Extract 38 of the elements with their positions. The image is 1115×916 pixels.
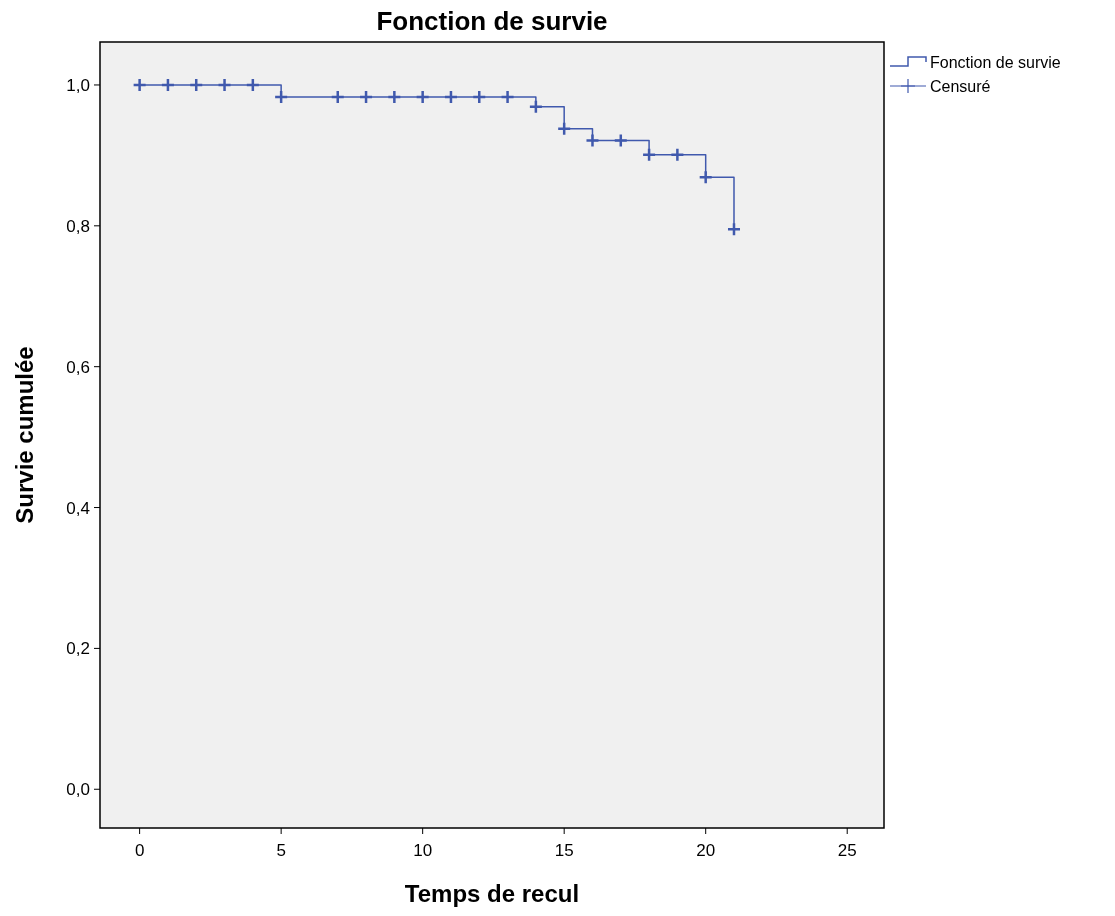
point — [245, 77, 261, 93]
point — [556, 121, 572, 136]
x-tick-label: 20 — [696, 841, 716, 860]
point — [358, 89, 374, 105]
point — [387, 89, 402, 105]
y-tick-label: 0,2 — [66, 639, 90, 659]
point — [500, 89, 515, 105]
legend-label: Fonction de survie — [930, 54, 1061, 71]
point — [217, 77, 232, 93]
point — [330, 89, 345, 105]
point — [726, 222, 742, 237]
x-tick-label: 10 — [413, 841, 433, 860]
point — [613, 133, 629, 148]
point — [472, 89, 487, 105]
point — [670, 147, 685, 162]
y-tick-label: 0,8 — [66, 216, 90, 236]
legend-label: Censuré — [930, 78, 991, 95]
point — [585, 133, 600, 148]
y-axis-title: Survie cumulée — [11, 346, 38, 524]
point — [698, 169, 713, 185]
y-tick-label: 0,0 — [66, 780, 90, 800]
point — [415, 89, 430, 105]
point — [188, 77, 204, 93]
x-tick-label: 15 — [554, 841, 574, 860]
point — [528, 99, 544, 115]
y-tick-label: 1,0 — [66, 75, 90, 95]
point — [160, 77, 176, 93]
point — [273, 89, 289, 105]
point — [443, 89, 459, 105]
chart-title: Fonction de survie — [376, 6, 608, 36]
x-tick-label: 5 — [276, 841, 286, 860]
x-axis-title: Temps de recul — [404, 880, 580, 907]
y-tick-label: 0,4 — [66, 498, 90, 518]
point — [641, 147, 657, 162]
point — [132, 77, 147, 93]
x-tick-label: 25 — [837, 841, 857, 860]
y-tick-label: 0,6 — [66, 357, 90, 377]
x-tick-label: 0 — [134, 841, 145, 860]
